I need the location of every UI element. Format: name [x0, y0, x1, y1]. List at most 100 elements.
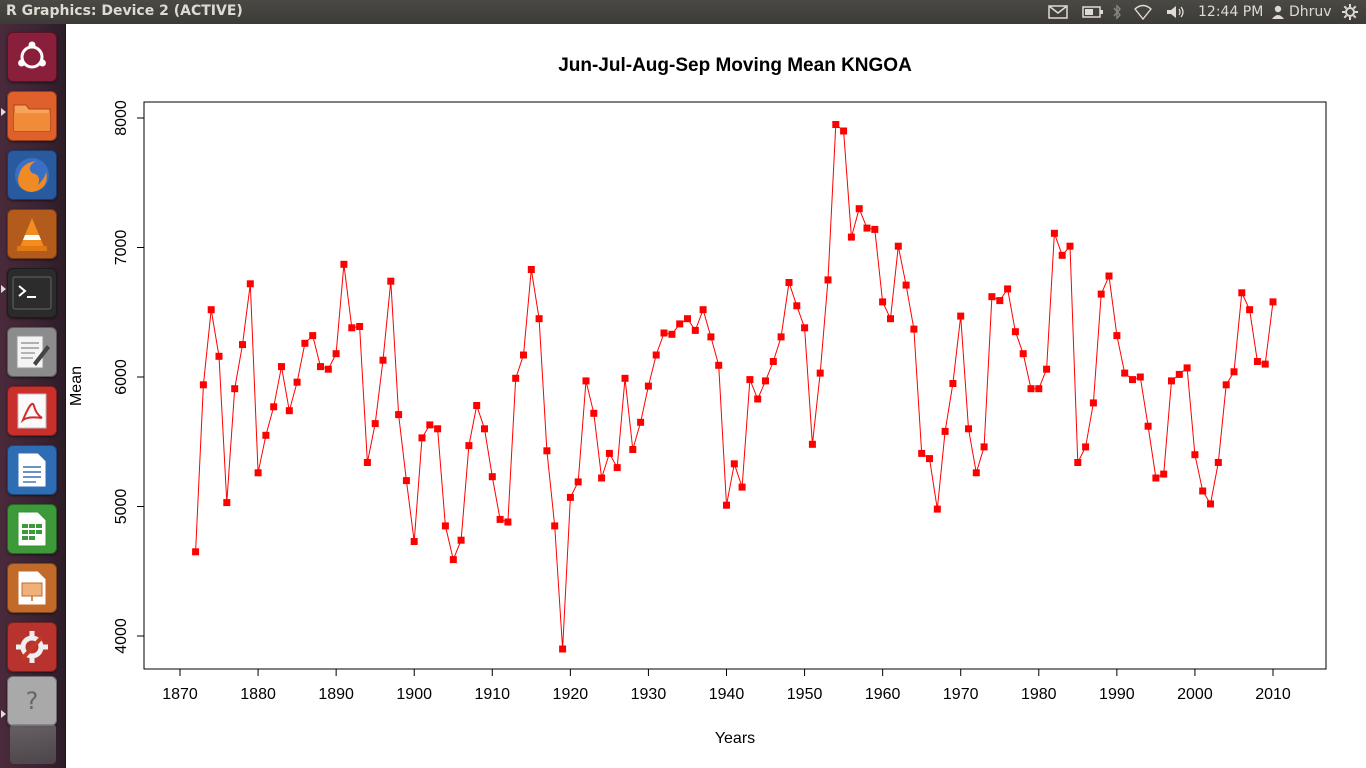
x-tick-label: 1880: [240, 686, 276, 703]
unknown-app-icon[interactable]: ?: [7, 676, 57, 726]
data-point: [395, 411, 403, 419]
data-point: [449, 556, 457, 564]
data-point: [1136, 373, 1144, 381]
data-point: [434, 425, 442, 433]
y-tick-label: 6000: [113, 359, 130, 395]
data-point: [270, 403, 278, 411]
data-point: [551, 522, 559, 530]
data-point: [879, 298, 887, 306]
data-point: [676, 320, 684, 328]
x-tick-label: 1870: [162, 686, 198, 703]
plot-frame: [143, 101, 1327, 670]
data-point: [871, 225, 879, 233]
libreoffice-impress-icon[interactable]: [7, 563, 57, 613]
data-point: [668, 330, 676, 338]
moving-mean-chart: Jun-Jul-Aug-Sep Moving Mean KNGOA 1870 188…: [68, 55, 1327, 747]
bluetooth-icon[interactable]: [1112, 3, 1122, 21]
data-point: [590, 409, 598, 417]
data-point: [324, 365, 332, 373]
data-point: [605, 449, 613, 457]
data-point: [496, 515, 504, 523]
files-folder-icon[interactable]: [7, 91, 57, 141]
data-point: [1105, 272, 1113, 280]
wifi-icon[interactable]: [1133, 3, 1153, 21]
terminal-icon[interactable]: [7, 268, 57, 318]
data-point: [887, 315, 894, 323]
data-point: [918, 449, 926, 457]
data-point: [207, 306, 215, 314]
r-graphics-device-window: Jun-Jul-Aug-Sep Moving Mean KNGOA 1870 188…: [66, 24, 1366, 768]
data-point: [1011, 328, 1019, 336]
x-tick-label: 1980: [1021, 686, 1057, 703]
user-menu[interactable]: Dhruv: [1272, 3, 1332, 21]
firefox-icon[interactable]: [7, 150, 57, 200]
data-point: [863, 224, 871, 232]
data-point: [1183, 364, 1191, 372]
data-point: [1152, 474, 1160, 482]
x-tick-label: 1940: [709, 686, 745, 703]
data-point: [894, 242, 902, 250]
volume-icon[interactable]: [1165, 3, 1187, 21]
data-point: [215, 352, 223, 360]
top-panel: R Graphics: Device 2 (ACTIVE) 12:44 PM D…: [0, 0, 1366, 24]
data-point: [239, 341, 246, 349]
libreoffice-calc-icon[interactable]: [7, 504, 57, 554]
data-point: [1043, 365, 1051, 373]
y-tick-label: 8000: [113, 100, 130, 136]
user-name: Dhruv: [1289, 4, 1332, 20]
user-icon: [1272, 5, 1284, 19]
battery-icon[interactable]: [1082, 3, 1104, 21]
data-point: [543, 447, 551, 455]
running-indicator: [1, 108, 6, 116]
data-point: [1129, 376, 1136, 384]
data-point: [278, 363, 285, 371]
data-point: [1269, 298, 1277, 306]
data-point: [808, 440, 816, 448]
x-tick-label: 2000: [1177, 686, 1213, 703]
system-settings-icon[interactable]: [7, 622, 57, 672]
pdf-reader-icon[interactable]: [7, 386, 57, 436]
data-point: [629, 446, 637, 453]
data-point: [1058, 251, 1066, 259]
data-point: [356, 323, 364, 330]
data-point: [1144, 422, 1152, 430]
clock[interactable]: 12:44 PM: [1198, 4, 1264, 20]
text-editor-icon[interactable]: [7, 327, 57, 377]
data-point: [309, 332, 317, 340]
data-point: [621, 374, 629, 382]
data-point: [199, 381, 207, 389]
series-line: [195, 123, 1274, 650]
data-point: [785, 279, 793, 286]
y-tick-label: 7000: [113, 230, 130, 266]
data-point: [481, 425, 488, 433]
data-point: [223, 499, 231, 507]
data-point: [246, 280, 254, 288]
launcher-trash-stack[interactable]: [10, 724, 56, 764]
x-tick-label: 1950: [787, 686, 823, 703]
data-point: [855, 205, 863, 213]
data-point: [1230, 368, 1238, 376]
vlc-icon[interactable]: [7, 209, 57, 259]
data-point: [1238, 289, 1246, 297]
data-point: [262, 431, 270, 439]
data-point: [387, 277, 395, 285]
session-gear-icon[interactable]: [1341, 3, 1359, 21]
mail-icon[interactable]: [1048, 3, 1068, 21]
data-point: [340, 260, 348, 268]
x-tick-label: 1910: [474, 686, 510, 703]
data-point: [582, 377, 590, 385]
data-point: [1027, 385, 1035, 393]
data-point: [1019, 350, 1027, 358]
data-point: [293, 378, 301, 386]
data-point: [972, 469, 980, 477]
data-point: [793, 302, 801, 310]
data-point: [465, 442, 473, 450]
chart-title: Jun-Jul-Aug-Sep Moving Mean KNGOA: [558, 55, 912, 76]
data-point: [1253, 358, 1261, 365]
data-point: [441, 522, 449, 530]
ubuntu-dash-icon[interactable]: [7, 32, 57, 82]
data-point: [231, 385, 239, 393]
libreoffice-writer-icon[interactable]: [7, 445, 57, 495]
data-point: [348, 324, 356, 332]
data-point: [613, 464, 621, 472]
